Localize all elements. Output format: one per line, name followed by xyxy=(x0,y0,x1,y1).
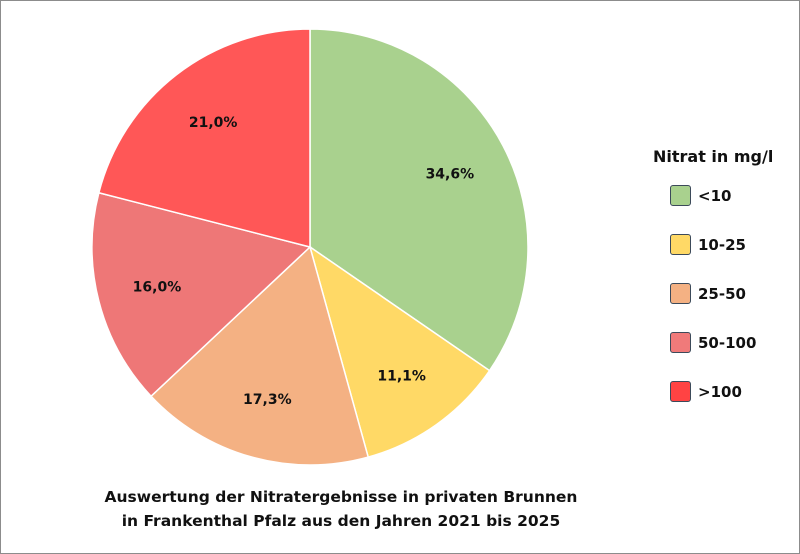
legend-title: Nitrat in mg/l xyxy=(653,147,774,166)
legend-swatch xyxy=(670,185,691,206)
legend-label: 50-100 xyxy=(698,333,757,352)
legend-label: >100 xyxy=(698,382,742,401)
data-label: 34,6% xyxy=(426,167,475,183)
legend-item: <10 xyxy=(670,185,731,206)
pie-slice-25-50 xyxy=(150,245,370,466)
chart-subtitle: in Frankenthal Pfalz aus den Jahren 2021… xyxy=(121,512,561,530)
legend-item: >100 xyxy=(670,381,742,402)
legend-swatch xyxy=(670,332,691,353)
legend-item: 25-50 xyxy=(670,283,746,304)
pie-slice-50-100 xyxy=(91,191,312,398)
data-label: 11,1% xyxy=(377,369,426,385)
pie-slice-10-25 xyxy=(308,245,491,459)
chart-title: Auswertung der Nitratergebnisse in priva… xyxy=(104,488,578,506)
chart-caption: Auswertung der Nitratergebnisse in priva… xyxy=(1,485,681,533)
legend-item: 10-25 xyxy=(670,234,746,255)
legend-label: 25-50 xyxy=(698,284,746,303)
legend-label: 10-25 xyxy=(698,235,746,254)
data-label: 16,0% xyxy=(133,279,182,295)
legend-label: <10 xyxy=(698,186,732,205)
legend-item: 50-100 xyxy=(670,332,756,353)
pie-slice--100 xyxy=(97,28,311,248)
legend-swatch xyxy=(670,234,691,255)
legend-swatch xyxy=(670,283,691,304)
data-label: 17,3% xyxy=(243,392,292,408)
legend-swatch xyxy=(670,381,691,402)
pie-slice--10 xyxy=(309,28,529,372)
data-label: 21,0% xyxy=(189,115,238,131)
